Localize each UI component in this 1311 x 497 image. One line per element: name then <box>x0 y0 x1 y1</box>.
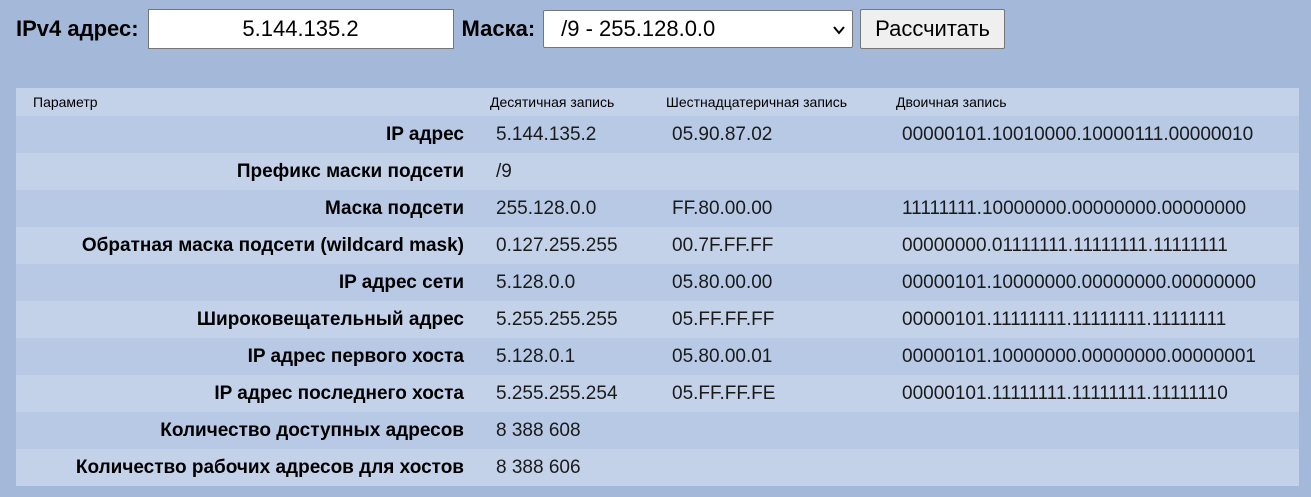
row-param: Маска подсети <box>324 197 464 219</box>
row-binary <box>880 449 1299 486</box>
row-hex <box>650 412 880 449</box>
row-binary: 00000101.11111111.11111111.11111110 <box>902 382 1228 404</box>
table-row: IP адрес первого хоста 5.128.0.1 05.80.0… <box>16 338 1299 375</box>
row-param: Префикс маски подсети <box>236 160 464 182</box>
row-hex: 05.90.87.02 <box>672 123 773 145</box>
row-hex: 00.7F.FF.FF <box>672 234 774 256</box>
table-row: IP адрес 5.144.135.2 05.90.87.02 0000010… <box>16 116 1299 153</box>
table-row: IP адрес последнего хоста 5.255.255.254 … <box>16 375 1299 412</box>
row-binary: 11111111.10000000.00000000.00000000 <box>902 197 1247 219</box>
results-table: Параметр Десятичная запись Шестнадцатери… <box>16 88 1299 486</box>
row-decimal: 255.128.0.0 <box>496 197 597 219</box>
table-row: IP адрес сети 5.128.0.0 05.80.00.00 0000… <box>16 264 1299 301</box>
row-decimal: 5.255.255.254 <box>496 382 618 404</box>
table-header-row: Параметр Десятичная запись Шестнадцатери… <box>16 88 1299 116</box>
row-binary: 00000101.10000000.00000000.00000001 <box>902 345 1256 367</box>
header-param: Параметр <box>33 94 98 110</box>
table-row: Широковещательный адрес 5.255.255.255 05… <box>16 301 1299 338</box>
row-decimal: 5.255.255.255 <box>496 308 618 330</box>
row-hex: 05.80.00.00 <box>672 271 773 293</box>
row-param: IP адрес первого хоста <box>247 345 464 367</box>
row-binary: 00000101.10000000.00000000.00000000 <box>902 271 1256 293</box>
row-binary: 00000101.11111111.11111111.11111111 <box>902 308 1227 330</box>
table-row: Префикс маски подсети /9 <box>16 153 1299 190</box>
row-hex: 05.80.00.01 <box>672 345 773 367</box>
mask-label: Маска: <box>461 16 536 41</box>
row-hex: 05.FF.FF.FF <box>672 308 775 330</box>
mask-select-value: /9 - 255.128.0.0 <box>561 16 716 41</box>
row-param: IP адрес последнего хоста <box>214 382 464 404</box>
row-param: Количество рабочих адресов для хостов <box>75 456 464 478</box>
row-binary: 00000101.10010000.10000111.00000010 <box>902 123 1254 145</box>
row-param: Широковещательный адрес <box>196 308 464 330</box>
row-decimal: 5.128.0.1 <box>496 345 576 367</box>
header-decimal: Десятичная запись <box>490 94 615 110</box>
row-param: IP адрес <box>385 123 464 145</box>
row-decimal: 0.127.255.255 <box>496 234 618 256</box>
row-param: IP адрес сети <box>338 271 464 293</box>
row-hex: 05.FF.FF.FE <box>672 382 776 404</box>
row-binary: 00000000.01111111.11111111.11111111 <box>902 234 1228 256</box>
mask-select[interactable]: /9 - 255.128.0.0 <box>543 10 854 48</box>
row-decimal: 5.128.0.0 <box>496 271 576 293</box>
table-row: Обратная маска подсети (wildcard mask) 0… <box>16 227 1299 264</box>
row-hex: FF.80.00.00 <box>672 197 773 219</box>
ip-label: IPv4 адрес: <box>16 16 139 41</box>
ip-input[interactable] <box>147 9 454 49</box>
row-hex <box>650 449 880 486</box>
row-param: Обратная маска подсети (wildcard mask) <box>81 234 464 256</box>
ip-form: IPv4 адрес: Маска: /9 - 255.128.0.0 Расс… <box>16 9 1005 49</box>
table-row: Количество доступных адресов 8 388 608 <box>16 412 1299 449</box>
row-decimal: 5.144.135.2 <box>496 123 597 145</box>
row-decimal: 8 388 608 <box>496 419 581 441</box>
header-hex: Шестнадцатеричная запись <box>666 94 848 110</box>
chevron-down-icon <box>833 26 845 35</box>
table-row: Количество рабочих адресов для хостов 8 … <box>16 449 1299 486</box>
table-row: Маска подсети 255.128.0.0 FF.80.00.00 11… <box>16 190 1299 227</box>
row-hex <box>650 153 880 190</box>
row-binary <box>880 153 1299 190</box>
calculate-button[interactable]: Рассчитать <box>860 9 1005 49</box>
header-binary: Двоичная запись <box>896 94 1007 110</box>
row-binary <box>880 412 1299 449</box>
row-decimal: /9 <box>496 160 512 182</box>
row-param: Количество доступных адресов <box>160 419 464 441</box>
row-decimal: 8 388 606 <box>496 456 581 478</box>
